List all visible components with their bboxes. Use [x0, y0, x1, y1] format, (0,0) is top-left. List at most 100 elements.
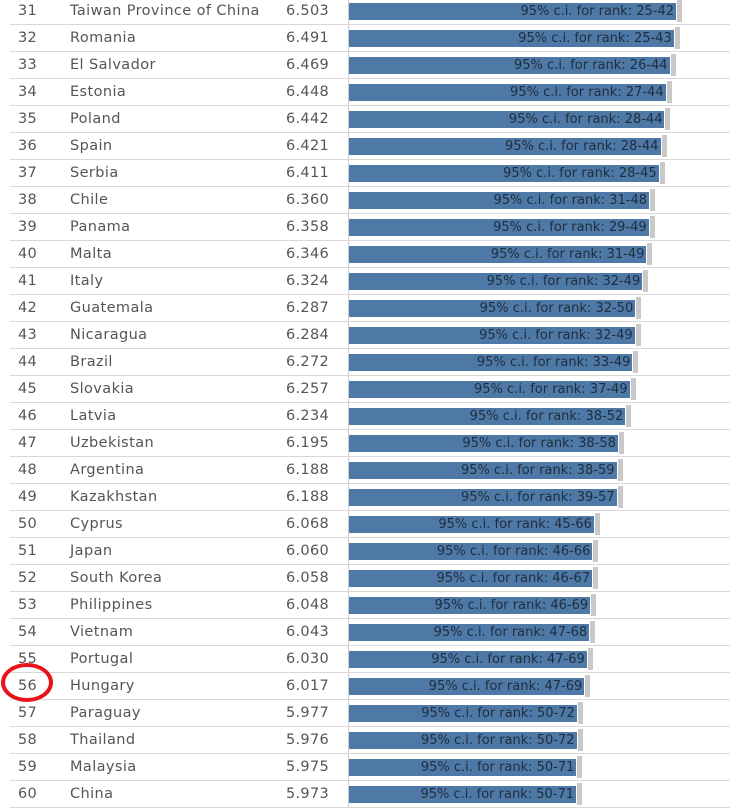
row-divider [10, 24, 730, 25]
row-divider [10, 321, 730, 322]
score-bar [349, 3, 676, 20]
ci-label: 95% c.i. for rank: 38-59 [461, 463, 615, 478]
country-name: Cyprus [70, 516, 124, 532]
row-divider [10, 645, 730, 646]
axis-line [348, 430, 349, 457]
score-bar [349, 759, 577, 776]
score-bar [349, 246, 647, 263]
ci-whisker [659, 162, 665, 184]
axis-line [348, 25, 349, 52]
ci-whisker [670, 54, 676, 76]
score-bar [349, 543, 593, 560]
table-row: 57 Paraguay 5.977 95% c.i. for rank: 50-72 [0, 700, 730, 727]
score-value: 6.358 [286, 219, 330, 235]
score-value: 5.973 [286, 786, 330, 802]
country-name: Philippines [70, 597, 153, 613]
country-name: Chile [70, 192, 109, 208]
axis-line [348, 403, 349, 430]
score-bar [349, 111, 665, 128]
axis-line [348, 565, 349, 592]
score-value: 6.287 [286, 300, 330, 316]
axis-line [348, 376, 349, 403]
score-bar [349, 300, 636, 317]
rank-number: 59 [18, 759, 38, 775]
axis-line [348, 754, 349, 781]
ci-label: 95% c.i. for rank: 32-49 [479, 328, 633, 343]
table-row: 38 Chile 6.360 95% c.i. for rank: 31-48 [0, 187, 730, 214]
score-bar [349, 327, 635, 344]
rank-number: 45 [18, 381, 38, 397]
ci-whisker [593, 540, 599, 562]
row-divider [10, 51, 730, 52]
axis-line [348, 322, 349, 349]
table-row: 55 Portugal 6.030 95% c.i. for rank: 47-69 [0, 646, 730, 673]
score-bar [349, 30, 674, 47]
rank-number: 46 [18, 408, 38, 424]
country-name: Thailand [70, 732, 136, 748]
rank-number: 58 [18, 732, 38, 748]
ci-whisker [635, 324, 641, 346]
row-divider [10, 699, 730, 700]
axis-line [348, 214, 349, 241]
axis-line [348, 52, 349, 79]
ci-label: 95% c.i. for rank: 50-71 [420, 787, 574, 802]
ci-label: 95% c.i. for rank: 46-69 [434, 598, 589, 613]
axis-line [348, 106, 349, 133]
ci-label: 95% c.i. for rank: 38-52 [469, 409, 624, 424]
table-row: 56 Hungary 6.017 95% c.i. for rank: 47-69 [0, 673, 730, 700]
table-row: 50 Cyprus 6.068 95% c.i. for rank: 45-66 [0, 511, 730, 538]
table-row: 58 Thailand 5.976 95% c.i. for rank: 50-72 [0, 727, 730, 754]
row-divider [10, 807, 730, 808]
country-name: China [70, 786, 114, 802]
score-value: 6.503 [286, 3, 330, 19]
rank-number: 34 [18, 84, 38, 100]
score-bar [349, 192, 650, 209]
score-value: 6.030 [286, 651, 330, 667]
ci-label: 95% c.i. for rank: 50-71 [420, 760, 575, 775]
ci-whisker [577, 756, 583, 778]
table-row: 45 Slovakia 6.257 95% c.i. for rank: 37-49 [0, 376, 730, 403]
country-name: Estonia [70, 84, 127, 100]
row-divider [10, 483, 730, 484]
score-value: 6.058 [286, 570, 330, 586]
country-name: Argentina [70, 462, 145, 478]
score-bar [349, 489, 617, 506]
score-bar [349, 597, 591, 614]
axis-line [348, 457, 349, 484]
table-row: 51 Japan 6.060 95% c.i. for rank: 46-66 [0, 538, 730, 565]
row-divider [10, 132, 730, 133]
country-name: Malta [70, 246, 112, 262]
axis-line [348, 646, 349, 673]
row-divider [10, 618, 730, 619]
table-row: 47 Uzbekistan 6.195 95% c.i. for rank: 38-5… [0, 430, 730, 457]
rank-number: 31 [18, 3, 38, 19]
table-row: 52 South Korea 6.058 95% c.i. for rank: 46-… [0, 565, 730, 592]
ci-whisker [636, 297, 642, 319]
score-bar [349, 273, 643, 290]
score-bar [349, 624, 590, 641]
row-divider [10, 375, 730, 376]
ci-whisker [587, 648, 593, 670]
score-bar [349, 354, 633, 371]
ci-whisker [594, 513, 600, 535]
axis-line [348, 0, 349, 25]
country-name: Poland [70, 111, 121, 127]
ci-whisker [649, 216, 655, 238]
rank-number: 48 [18, 462, 38, 478]
ci-whisker [591, 594, 597, 616]
country-name: Nicaragua [70, 327, 148, 343]
ci-label: 95% c.i. for rank: 29-49 [493, 220, 647, 235]
table-row: 43 Nicaragua 6.284 95% c.i. for rank: 32-49 [0, 322, 730, 349]
score-bar [349, 651, 587, 668]
table-row: 44 Brazil 6.272 95% c.i. for rank: 33-49 [0, 349, 730, 376]
axis-line [348, 511, 349, 538]
table-row: 37 Serbia 6.411 95% c.i. for rank: 28-45 [0, 160, 730, 187]
ci-whisker [577, 729, 583, 751]
rank-number: 40 [18, 246, 38, 262]
ci-label: 95% c.i. for rank: 47-68 [433, 625, 588, 640]
axis-line [348, 187, 349, 214]
rank-number: 32 [18, 30, 38, 46]
country-name: Guatemala [70, 300, 154, 316]
table-row: 39 Panama 6.358 95% c.i. for rank: 29-49 [0, 214, 730, 241]
rank-number: 43 [18, 327, 38, 343]
